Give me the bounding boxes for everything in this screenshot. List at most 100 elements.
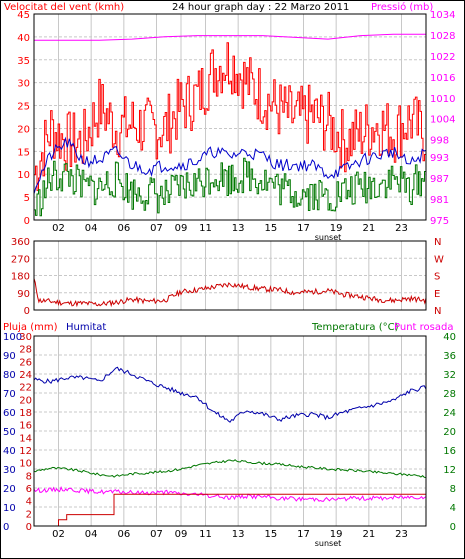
temperature-tick-label: 36 <box>443 351 456 362</box>
panel1-frame <box>33 13 427 221</box>
panel2-tick-labels: 0 N 90 E 180 S 270 W 360 N <box>11 237 444 317</box>
humidity-tick-label: 30 <box>3 465 16 476</box>
panel1-tick-labels: 0 5 10 15 20 25 30 35 40 45 975 981 987 993 998 1004 101… <box>17 10 455 242</box>
humidity-tick-label: 40 <box>3 446 16 457</box>
x-tick-label: 21 <box>362 529 375 540</box>
wind-tick-label: 45 <box>17 10 30 21</box>
pressure-axis-label: Pressió (mb) <box>371 1 433 13</box>
humidity-tick-label: 90 <box>3 351 16 362</box>
x-tick-label: 15 <box>264 529 277 540</box>
humidity-axis-label: Humitat <box>66 322 106 333</box>
humidity-tick-label: 20 <box>3 484 16 495</box>
humidity-tick-label: 50 <box>3 427 16 438</box>
rain-tick-label: 20 <box>19 395 32 406</box>
sunset-annotation: sunset <box>315 233 342 242</box>
series-pressure <box>34 33 426 41</box>
pressure-tick-label: 998 <box>430 136 449 147</box>
humidity-tick-label: 70 <box>3 389 16 400</box>
rain-tick-label: 12 <box>19 446 32 457</box>
series-wind-gust <box>34 42 427 191</box>
panel-wind-direction: 0 N 90 E 180 S 270 W 360 N <box>11 237 444 317</box>
rain-tick-label: 10 <box>19 459 32 470</box>
direction-tick-label: 180 <box>11 272 30 283</box>
temperature-tick-label: 8 <box>450 484 456 495</box>
pressure-tick-label: 1034 <box>430 10 455 21</box>
pressure-tick-label: 987 <box>430 174 449 185</box>
pressure-tick-label: 975 <box>430 216 449 227</box>
compass-label: N <box>434 306 441 317</box>
x-tick-label: 11 <box>199 223 212 234</box>
dew-point-axis-label: Punt rosada <box>394 322 453 333</box>
panel3-frame <box>33 335 427 527</box>
wind-tick-label: 10 <box>17 170 30 181</box>
series-wind-direction <box>33 278 427 308</box>
wind-tick-label: 25 <box>17 102 30 113</box>
panel2-series <box>33 278 427 308</box>
panel3-tick-labels: 0102030405060708090100024681012141618202… <box>3 332 456 548</box>
series-dew-point <box>33 485 427 502</box>
temperature-tick-label: 40 <box>443 332 456 343</box>
temperature-tick-label: 20 <box>443 427 456 438</box>
rain-tick-label: 28 <box>19 345 32 356</box>
rain-tick-label: 14 <box>19 433 32 444</box>
compass-label: E <box>434 289 440 300</box>
x-tick-label: 21 <box>362 223 375 234</box>
x-tick-label: 15 <box>264 223 277 234</box>
wind-tick-label: 30 <box>17 79 30 90</box>
wind-tick-label: 0 <box>24 216 30 227</box>
rain-tick-label: 8 <box>26 471 32 482</box>
temperature-tick-label: 12 <box>443 465 456 476</box>
wind-tick-label: 40 <box>17 33 30 44</box>
humidity-tick-label: 100 <box>3 332 22 343</box>
compass-label: S <box>434 272 440 283</box>
rain-tick-label: 2 <box>26 509 32 520</box>
series-humidity <box>33 366 427 423</box>
x-tick-label: 07 <box>150 529 163 540</box>
temperature-tick-label: 16 <box>443 446 456 457</box>
x-tick-label: 19 <box>330 529 343 540</box>
rain-tick-label: 26 <box>19 357 32 368</box>
x-tick-label: 17 <box>297 223 310 234</box>
series-wind-average <box>33 136 427 194</box>
x-tick-label: 02 <box>52 529 65 540</box>
panel1-grid <box>34 13 426 221</box>
chart-title: 24 hour graph day : 22 Marzo 2011 <box>172 2 349 13</box>
temperature-tick-label: 32 <box>443 370 456 381</box>
direction-tick-label: 360 <box>11 237 30 248</box>
x-tick-label: 11 <box>199 529 212 540</box>
series-temperature <box>33 459 427 479</box>
pressure-tick-label: 1022 <box>430 52 455 63</box>
rain-axis-label: Pluja (mm) <box>3 322 58 333</box>
x-tick-label: 04 <box>85 223 98 234</box>
pressure-tick-label: 1028 <box>430 31 455 42</box>
panel2-frame <box>33 240 427 311</box>
x-tick-label: 23 <box>395 223 408 234</box>
series-wind-low <box>34 157 427 217</box>
direction-tick-label: 270 <box>11 254 30 265</box>
wind-tick-label: 35 <box>17 56 30 67</box>
direction-tick-label: 0 <box>24 306 30 317</box>
temperature-axis-label: Temperatura (°C) <box>311 322 399 333</box>
x-tick-label: 06 <box>117 223 130 234</box>
wind-tick-label: 5 <box>24 193 30 204</box>
wind-axis-label: Velocitat del vent (kmh) <box>4 2 124 13</box>
x-tick-label: 04 <box>85 529 98 540</box>
wind-tick-label: 15 <box>17 147 30 158</box>
x-tick-label: 02 <box>52 223 65 234</box>
pressure-tick-label: 1004 <box>430 115 455 126</box>
panel-temp-humidity-rain: Pluja (mm) Humitat Temperatura (°C) Punt… <box>3 322 456 548</box>
x-tick-label: 13 <box>232 529 245 540</box>
sunset-annotation: sunset <box>315 539 342 548</box>
pressure-tick-label: 993 <box>430 153 449 164</box>
rain-tick-label: 4 <box>26 497 32 508</box>
pressure-tick-label: 1010 <box>430 94 455 105</box>
rain-tick-label: 22 <box>19 383 32 394</box>
x-tick-label: 09 <box>175 529 188 540</box>
x-tick-label: 23 <box>395 529 408 540</box>
x-tick-label: 06 <box>117 529 130 540</box>
temperature-tick-label: 28 <box>443 389 456 400</box>
x-tick-label: 13 <box>232 223 245 234</box>
direction-tick-label: 90 <box>17 289 30 300</box>
humidity-tick-label: 60 <box>3 408 16 419</box>
